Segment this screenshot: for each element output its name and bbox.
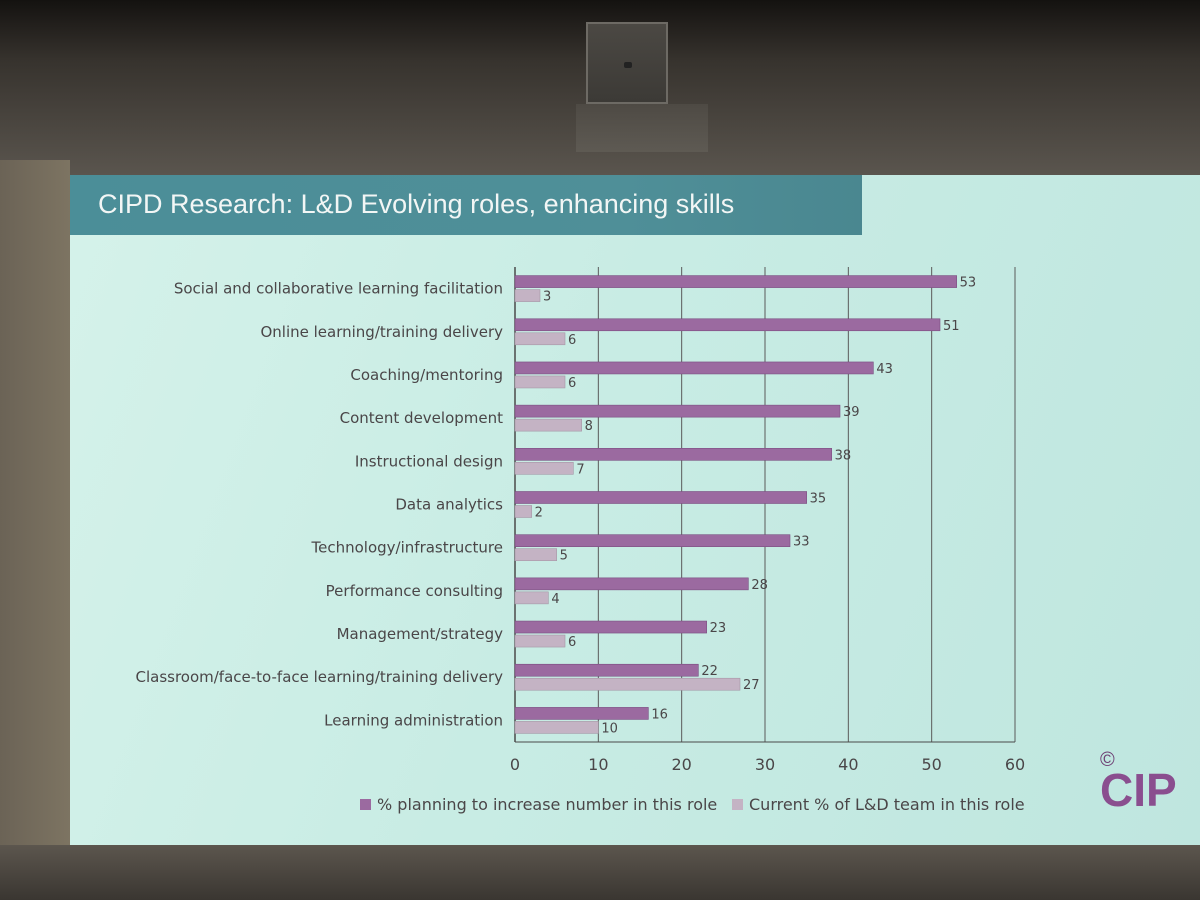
bar-current-6 xyxy=(514,548,557,561)
wall-left xyxy=(0,160,70,860)
value-label-current-2: 6 xyxy=(568,376,576,391)
value-label-increase-8: 23 xyxy=(710,621,727,636)
bar-current-4 xyxy=(514,462,574,475)
bar-increase-5 xyxy=(514,491,807,504)
x-tick-label-0: 0 xyxy=(510,755,520,774)
category-label: Learning administration xyxy=(324,711,503,729)
value-label-current-1: 6 xyxy=(568,333,576,348)
legend-item-current: Current % of L&D team in this role xyxy=(732,795,1025,814)
category-label: Social and collaborative learning facili… xyxy=(174,280,503,298)
bar-increase-7 xyxy=(514,577,749,591)
x-tick-label-50: 50 xyxy=(921,755,941,774)
bar-current-7 xyxy=(514,591,549,605)
category-label: Content development xyxy=(340,409,503,427)
value-label-increase-0: 53 xyxy=(960,276,977,291)
value-label-current-4: 7 xyxy=(576,462,584,477)
bar-increase-9 xyxy=(514,663,699,677)
bar-current-10 xyxy=(514,721,599,734)
value-label-increase-1: 51 xyxy=(943,319,960,334)
bar-current-9 xyxy=(514,677,741,691)
category-label: Data analytics xyxy=(395,496,503,514)
x-tick-label-60: 60 xyxy=(1005,755,1025,774)
category-label: Technology/infrastructure xyxy=(311,539,503,557)
category-label: Instructional design xyxy=(355,452,503,470)
value-label-current-0: 3 xyxy=(543,290,551,305)
bar-current-2 xyxy=(514,375,566,389)
value-label-increase-10: 16 xyxy=(651,707,668,722)
x-tick-label-20: 20 xyxy=(671,755,691,774)
projector-lens xyxy=(624,62,632,68)
category-label: Performance consulting xyxy=(326,582,503,600)
bar-chart: 0 10 20 30 40 50 60 Social and collaborative le… xyxy=(135,267,1025,774)
bar-increase-4 xyxy=(514,448,832,461)
bar-current-1 xyxy=(514,332,566,346)
legend-swatch-increase xyxy=(360,799,371,810)
bar-increase-2 xyxy=(514,361,874,375)
bar-increase-1 xyxy=(514,318,941,332)
copyright-symbol: © xyxy=(1100,749,1115,771)
value-label-increase-4: 38 xyxy=(835,448,852,463)
slide-title: CIPD Research: L&D Evolving roles, enhan… xyxy=(98,189,735,219)
projector xyxy=(586,22,668,104)
bar-current-0 xyxy=(514,289,541,302)
projected-slide: CIPD Research: L&D Evolving roles, enhan… xyxy=(70,175,1200,845)
category-label: Online learning/training delivery xyxy=(260,323,503,341)
x-tick-label-30: 30 xyxy=(755,755,775,774)
bar-increase-6 xyxy=(514,534,791,547)
bar-increase-10 xyxy=(514,707,649,720)
value-label-increase-9: 22 xyxy=(701,664,718,679)
value-label-current-5: 2 xyxy=(535,506,543,521)
value-label-increase-6: 33 xyxy=(793,535,810,550)
value-label-current-10: 10 xyxy=(601,721,618,736)
wall-bottom xyxy=(0,845,1200,900)
value-label-current-7: 4 xyxy=(551,592,559,607)
bar-current-8 xyxy=(514,634,566,648)
x-tick-label-10: 10 xyxy=(588,755,608,774)
bar-current-3 xyxy=(514,418,582,432)
legend-swatch-current xyxy=(732,799,743,810)
value-label-current-3: 8 xyxy=(585,419,593,434)
value-label-increase-7: 28 xyxy=(751,578,768,593)
bar-increase-0 xyxy=(514,275,957,288)
bar-increase-8 xyxy=(514,620,707,634)
value-label-increase-5: 35 xyxy=(810,492,827,507)
category-label: Management/strategy xyxy=(337,625,504,643)
bar-increase-3 xyxy=(514,404,841,418)
value-label-increase-3: 39 xyxy=(843,405,860,420)
category-label: Classroom/face-to-face learning/training… xyxy=(135,668,503,686)
legend-label-increase: % planning to increase number in this ro… xyxy=(377,795,718,814)
legend-item-increase: % planning to increase number in this ro… xyxy=(360,795,717,814)
category-label: Coaching/mentoring xyxy=(350,366,503,384)
logo-wordmark: CIP xyxy=(1100,764,1177,816)
legend-label-current: Current % of L&D team in this role xyxy=(749,795,1025,814)
x-tick-label-40: 40 xyxy=(838,755,858,774)
value-label-current-8: 6 xyxy=(568,635,576,650)
bar-current-5 xyxy=(514,505,532,518)
value-label-current-6: 5 xyxy=(560,549,568,564)
projector-mount xyxy=(576,104,708,152)
value-label-current-9: 27 xyxy=(743,678,760,693)
title-bar: CIPD Research: L&D Evolving roles, enhan… xyxy=(70,175,862,235)
value-label-increase-2: 43 xyxy=(876,362,893,377)
